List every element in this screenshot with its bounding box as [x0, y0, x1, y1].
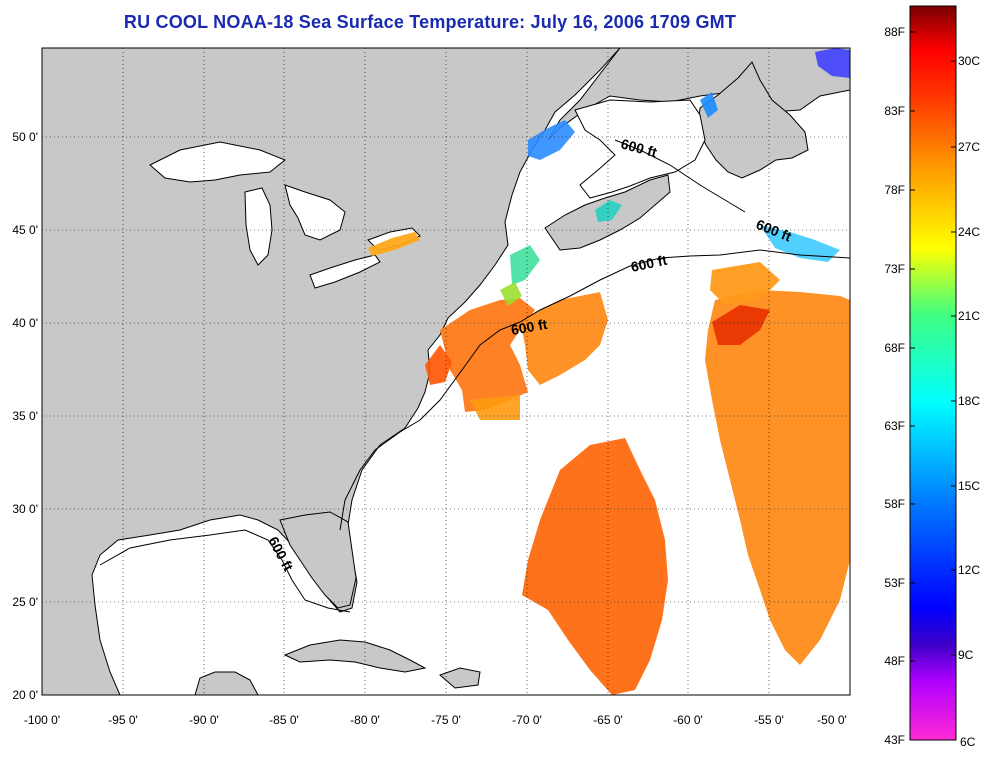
x-tick-label: -85 0' — [269, 713, 299, 727]
land-hispaniola — [439, 667, 481, 689]
colorbar-c-label: 12C — [958, 563, 980, 577]
lake-michigan — [244, 187, 273, 266]
colorbar-f-label: 88F — [884, 25, 905, 39]
chart-title: RU COOL NOAA-18 Sea Surface Temperature:… — [123, 12, 737, 32]
colorbar-f-label: 63F — [884, 419, 905, 433]
x-tick-label: -70 0' — [512, 713, 542, 727]
colorbar-f-label: 48F — [884, 654, 905, 668]
y-tick-label: 50 0' — [12, 130, 38, 144]
land-florida — [279, 511, 357, 609]
grid — [42, 48, 850, 695]
lake-huron — [284, 184, 346, 241]
lake-superior — [149, 141, 286, 183]
y-tick-label: 30 0' — [12, 502, 38, 516]
colorbar-f-label: 68F — [884, 341, 905, 355]
colorbar-f-label: 73F — [884, 262, 905, 276]
colorbar-c-label: 6C — [960, 735, 976, 749]
lake-erie — [309, 254, 381, 289]
sst-data — [368, 48, 850, 695]
y-tick-label: 35 0' — [12, 409, 38, 423]
colorbar-c-label: 21C — [958, 309, 980, 323]
gulf-st-lawrence — [574, 99, 706, 199]
colorbar-c-label: 30C — [958, 54, 980, 68]
land-newfoundland — [697, 61, 809, 179]
plot-border — [41, 47, 851, 696]
colorbar-c-label: 15C — [958, 479, 980, 493]
x-tick-label: -55 0' — [754, 713, 784, 727]
x-tick-label: -95 0' — [108, 713, 138, 727]
x-tick-label: -80 0' — [350, 713, 380, 727]
x-tick-label: -100 0' — [24, 713, 60, 727]
land-yucatan — [194, 671, 259, 695]
colorbar-c-label: 9C — [958, 648, 974, 662]
y-tick-label: 20 0' — [12, 688, 38, 702]
y-tick-label: 45 0' — [12, 223, 38, 237]
land-north-america — [42, 48, 621, 695]
colorbar-f-label: 43F — [884, 733, 905, 747]
colorbar-f-label: 78F — [884, 183, 905, 197]
x-tick-label: -75 0' — [431, 713, 461, 727]
colorbar-c-label: 24C — [958, 225, 980, 239]
x-axis: -100 0' -95 0' -90 0' -85 0' -80 0' -75 … — [24, 713, 847, 727]
x-tick-label: -90 0' — [189, 713, 219, 727]
colorbar-c-label: 27C — [958, 140, 980, 154]
x-tick-label: -60 0' — [673, 713, 703, 727]
colorbar-f-label: 83F — [884, 104, 905, 118]
y-axis: 20 0' 25 0' 30 0' 35 0' 40 0' 45 0' 50 0… — [12, 130, 38, 702]
land-cuba — [283, 639, 427, 673]
y-tick-label: 25 0' — [12, 595, 38, 609]
colorbar-f-label: 53F — [884, 576, 905, 590]
colorbar-c-label: 18C — [958, 394, 980, 408]
y-tick-label: 40 0' — [12, 316, 38, 330]
contour-label: 600 ft — [510, 316, 549, 338]
contour-600ft — [419, 249, 850, 421]
colorbar: 88F 83F 78F 73F 68F 63F 58F 53F 48F 43F … — [884, 5, 980, 749]
colorbar-f-label: 58F — [884, 497, 905, 511]
contour-label: 600 ft — [629, 252, 668, 275]
x-tick-label: -50 0' — [817, 713, 847, 727]
colorbar-gradient — [909, 5, 957, 741]
x-tick-label: -65 0' — [593, 713, 623, 727]
